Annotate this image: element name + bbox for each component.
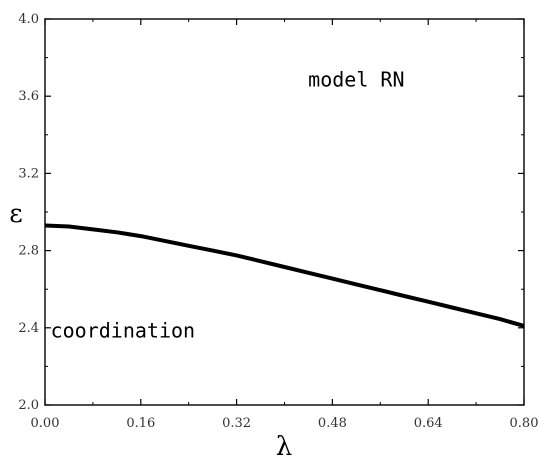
x-tick-label: 0.80 [510,416,539,431]
y-tick-label: 4.0 [18,12,39,27]
plot-frame [44,18,525,406]
series-layer [44,223,525,328]
y-tick-label: 2.4 [18,321,39,336]
y-tick-label: 3.2 [18,166,39,181]
x-tick-label: 0.00 [31,416,60,431]
y-axis-title: ε [9,199,22,229]
x-axis-title: λ [276,432,292,462]
x-tick-label: 0.64 [414,416,443,431]
chart-annotation: model RN [308,68,404,92]
x-tick-label: 0.16 [126,416,155,431]
x-tick-label: 0.32 [222,416,251,431]
chart-annotation: coordination [51,318,196,342]
y-tick-label: 3.6 [18,89,39,104]
x-axis-ticks: 0.00 0.16 0.32 0.48 0.64 0.80 [31,19,539,431]
y-axis-ticks: 2.0 2.4 2.8 3.2 3.6 4.0 [18,12,524,413]
annotations: model RN coordination [51,68,405,343]
y-tick-label: 2.0 [18,398,39,413]
y-tick-label: 2.8 [18,244,39,259]
x-tick-label: 0.48 [318,416,347,431]
series-line [44,223,525,328]
